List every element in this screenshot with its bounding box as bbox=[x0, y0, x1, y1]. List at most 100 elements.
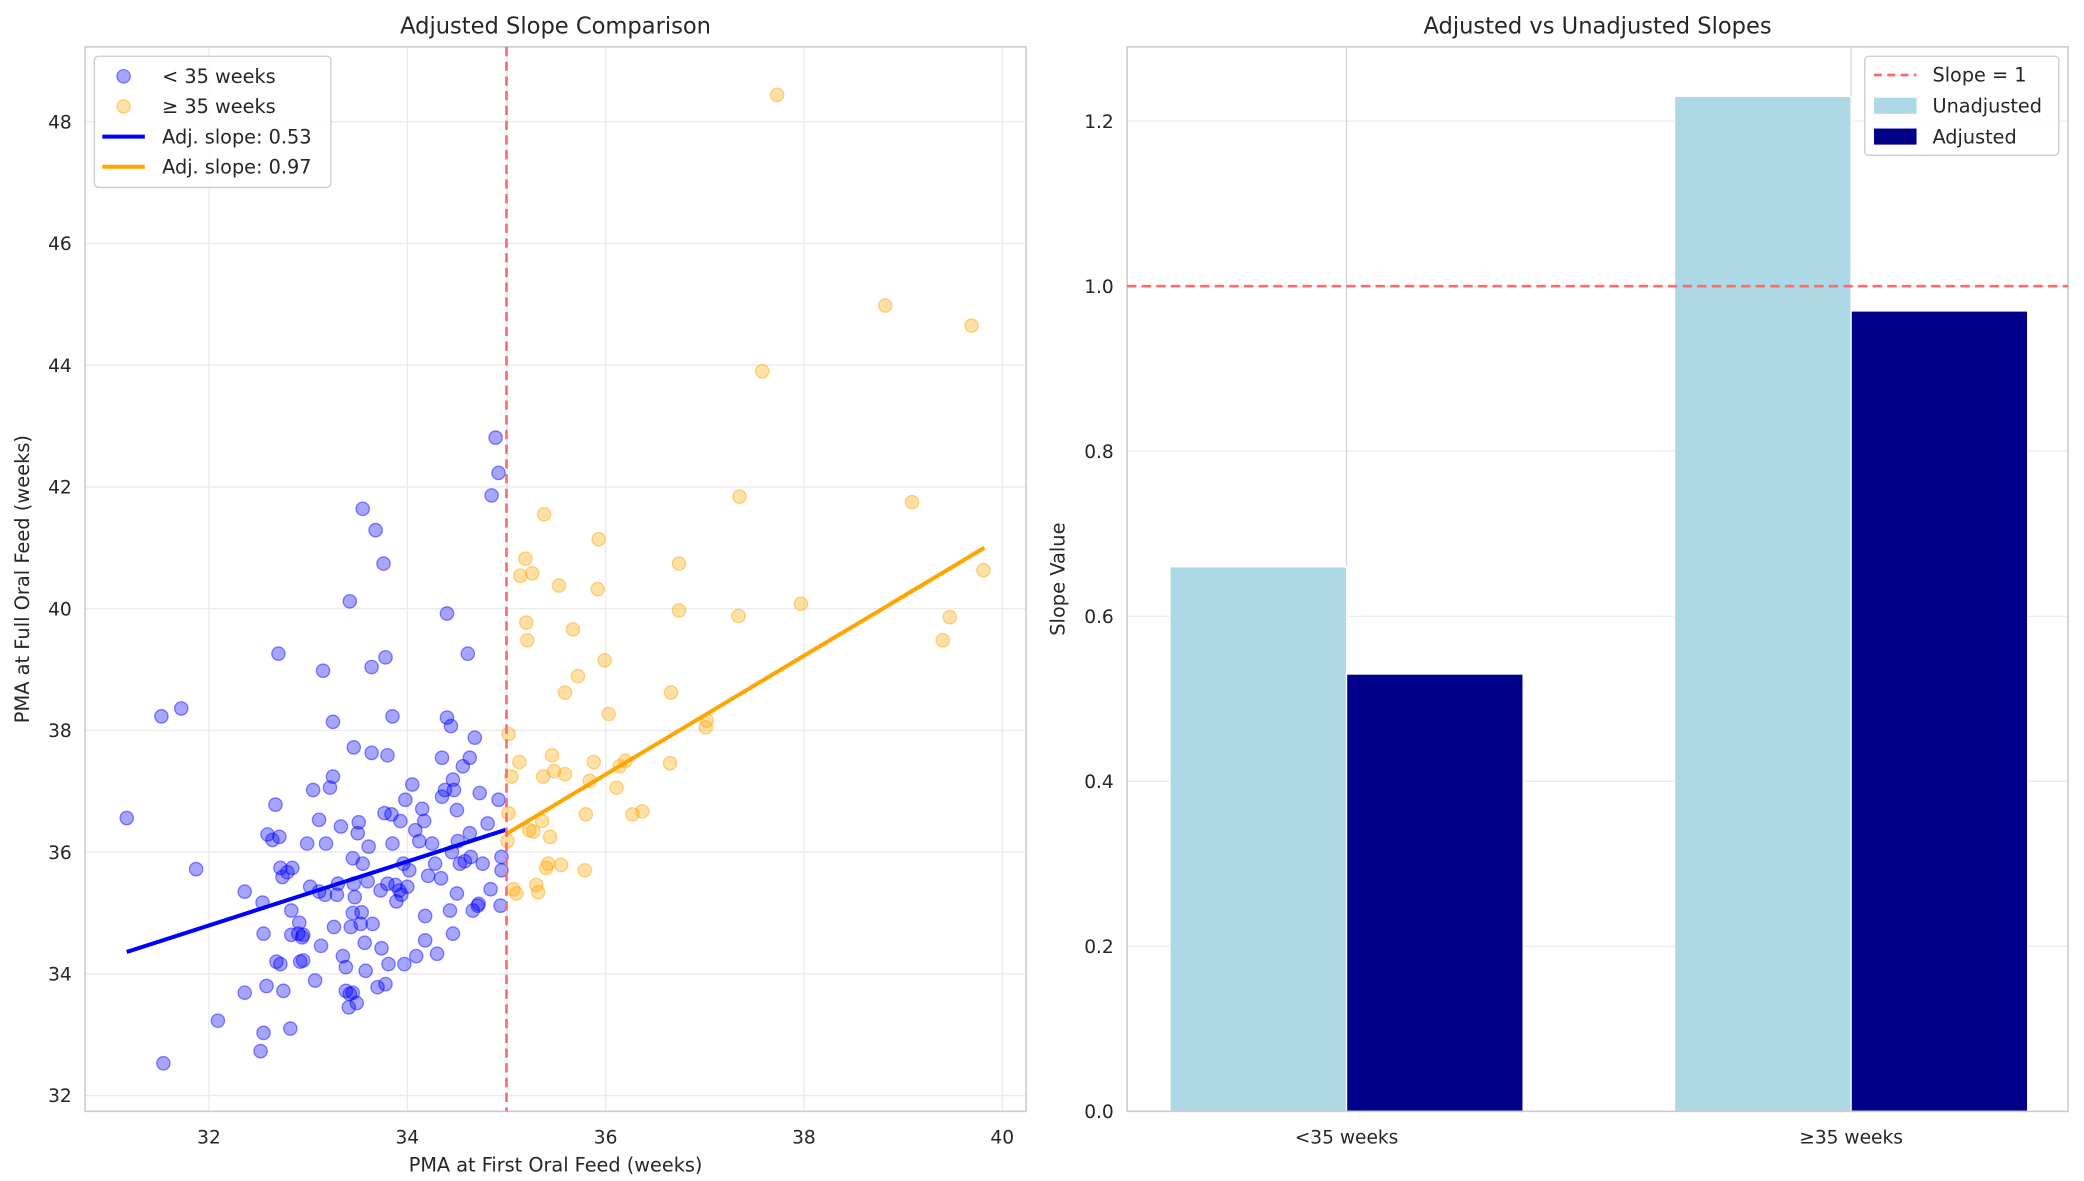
data-point bbox=[355, 501, 371, 517]
data-point bbox=[275, 869, 290, 885]
data-point bbox=[370, 979, 385, 995]
y-tick-label: 42 bbox=[48, 478, 72, 499]
y-axis-label: Slope Value bbox=[1047, 522, 1070, 635]
data-point bbox=[394, 887, 409, 903]
data-point bbox=[449, 886, 465, 901]
y-tick-label: 36 bbox=[48, 843, 72, 864]
x-tick-label: 34 bbox=[395, 1127, 419, 1148]
y-tick-label: 34 bbox=[48, 964, 72, 985]
data-point bbox=[590, 581, 606, 597]
bar-unadjusted bbox=[1169, 566, 1348, 1113]
legend: Slope = 1 Unadjusted Adjusted bbox=[1864, 55, 2060, 156]
chart-title: Adjusted Slope Comparison bbox=[400, 13, 711, 39]
data-point bbox=[491, 465, 506, 481]
data-point bbox=[284, 860, 300, 876]
data-point bbox=[465, 903, 481, 918]
data-point bbox=[349, 995, 365, 1011]
legend-label: Adjusted bbox=[1932, 125, 2016, 148]
data-point bbox=[272, 829, 287, 845]
legend-swatch bbox=[1874, 128, 1917, 145]
data-point bbox=[313, 938, 329, 954]
bar-adjusted bbox=[1345, 673, 1524, 1113]
chart-title: Adjusted vs Unadjusted Slopes bbox=[1423, 13, 1771, 39]
data-point bbox=[518, 551, 533, 567]
data-point bbox=[501, 726, 516, 742]
data-point bbox=[295, 927, 311, 943]
bar-chart: 0.0 0.2 0.4 0.6 0.8 1.0 1.2 <35 weeks ≥35 weeks A… bbox=[1047, 13, 2069, 1149]
data-point bbox=[385, 836, 400, 851]
legend: < 35 weeks ≥ 35 weeks Adj. slope: 0.53 Adj.… bbox=[93, 55, 332, 189]
data-point bbox=[470, 898, 486, 914]
data-point bbox=[368, 522, 383, 538]
data-point bbox=[443, 718, 459, 734]
data-point bbox=[535, 769, 551, 784]
data-point bbox=[345, 850, 361, 866]
legend-marker bbox=[116, 99, 131, 114]
y-tick-label: 38 bbox=[48, 721, 72, 742]
data-point bbox=[942, 609, 958, 625]
y-tick-label: 32 bbox=[48, 1086, 72, 1107]
data-point bbox=[338, 983, 354, 999]
data-point bbox=[793, 596, 809, 612]
data-point bbox=[154, 709, 169, 724]
data-point bbox=[877, 298, 893, 313]
y-tick-label: 48 bbox=[48, 112, 72, 133]
data-point bbox=[420, 868, 436, 884]
data-point bbox=[376, 556, 391, 571]
data-point bbox=[156, 1055, 171, 1071]
data-point bbox=[551, 578, 567, 593]
data-point bbox=[460, 646, 476, 662]
data-point bbox=[338, 959, 354, 975]
data-point bbox=[333, 819, 349, 834]
data-point bbox=[326, 919, 342, 935]
data-point bbox=[635, 803, 650, 819]
data-point bbox=[609, 780, 624, 795]
data-point bbox=[732, 489, 747, 505]
data-point bbox=[260, 827, 275, 842]
data-point bbox=[397, 956, 412, 972]
data-point bbox=[365, 916, 380, 932]
data-point bbox=[188, 861, 204, 877]
scatter-chart: 32 34 36 38 40 32 34 36 38 40 42 44 46 48 Adjusted Slo… bbox=[11, 13, 1027, 1177]
data-point bbox=[292, 954, 308, 970]
data-point bbox=[329, 887, 345, 903]
data-point bbox=[524, 565, 540, 581]
legend-label: Adj. slope: 0.97 bbox=[162, 155, 311, 178]
data-point bbox=[253, 1043, 268, 1059]
data-point bbox=[577, 862, 593, 878]
legend-label: ≥ 35 weeks bbox=[162, 95, 276, 118]
data-point bbox=[475, 856, 490, 872]
data-point bbox=[350, 825, 366, 841]
data-point bbox=[273, 860, 288, 876]
data-point bbox=[407, 822, 423, 838]
data-point bbox=[434, 789, 450, 805]
data-point bbox=[364, 745, 379, 761]
data-point bbox=[256, 926, 271, 942]
data-point bbox=[294, 929, 310, 945]
data-point bbox=[283, 927, 299, 943]
y-tick-label: 0.4 bbox=[1084, 772, 1114, 793]
data-point bbox=[416, 813, 432, 829]
y-tick-label: 40 bbox=[48, 599, 72, 620]
y-tick-label: 0.2 bbox=[1084, 937, 1114, 958]
data-point bbox=[578, 806, 594, 822]
data-point bbox=[467, 730, 483, 746]
data-point bbox=[449, 802, 465, 818]
data-point bbox=[256, 1025, 271, 1041]
y-axis-label: PMA at Full Oral Feed (weeks) bbox=[11, 435, 34, 723]
data-point bbox=[976, 562, 991, 578]
data-point bbox=[343, 919, 359, 935]
data-point bbox=[528, 877, 544, 893]
data-point bbox=[318, 836, 334, 851]
data-point bbox=[237, 985, 253, 1001]
data-point bbox=[351, 814, 367, 830]
data-point bbox=[540, 856, 556, 872]
data-point bbox=[373, 883, 388, 898]
data-point bbox=[501, 805, 516, 821]
regression-line bbox=[126, 827, 508, 954]
data-point bbox=[462, 750, 478, 766]
data-point bbox=[280, 864, 295, 880]
data-point bbox=[374, 940, 389, 956]
data-point bbox=[393, 813, 408, 829]
data-point bbox=[512, 754, 527, 770]
